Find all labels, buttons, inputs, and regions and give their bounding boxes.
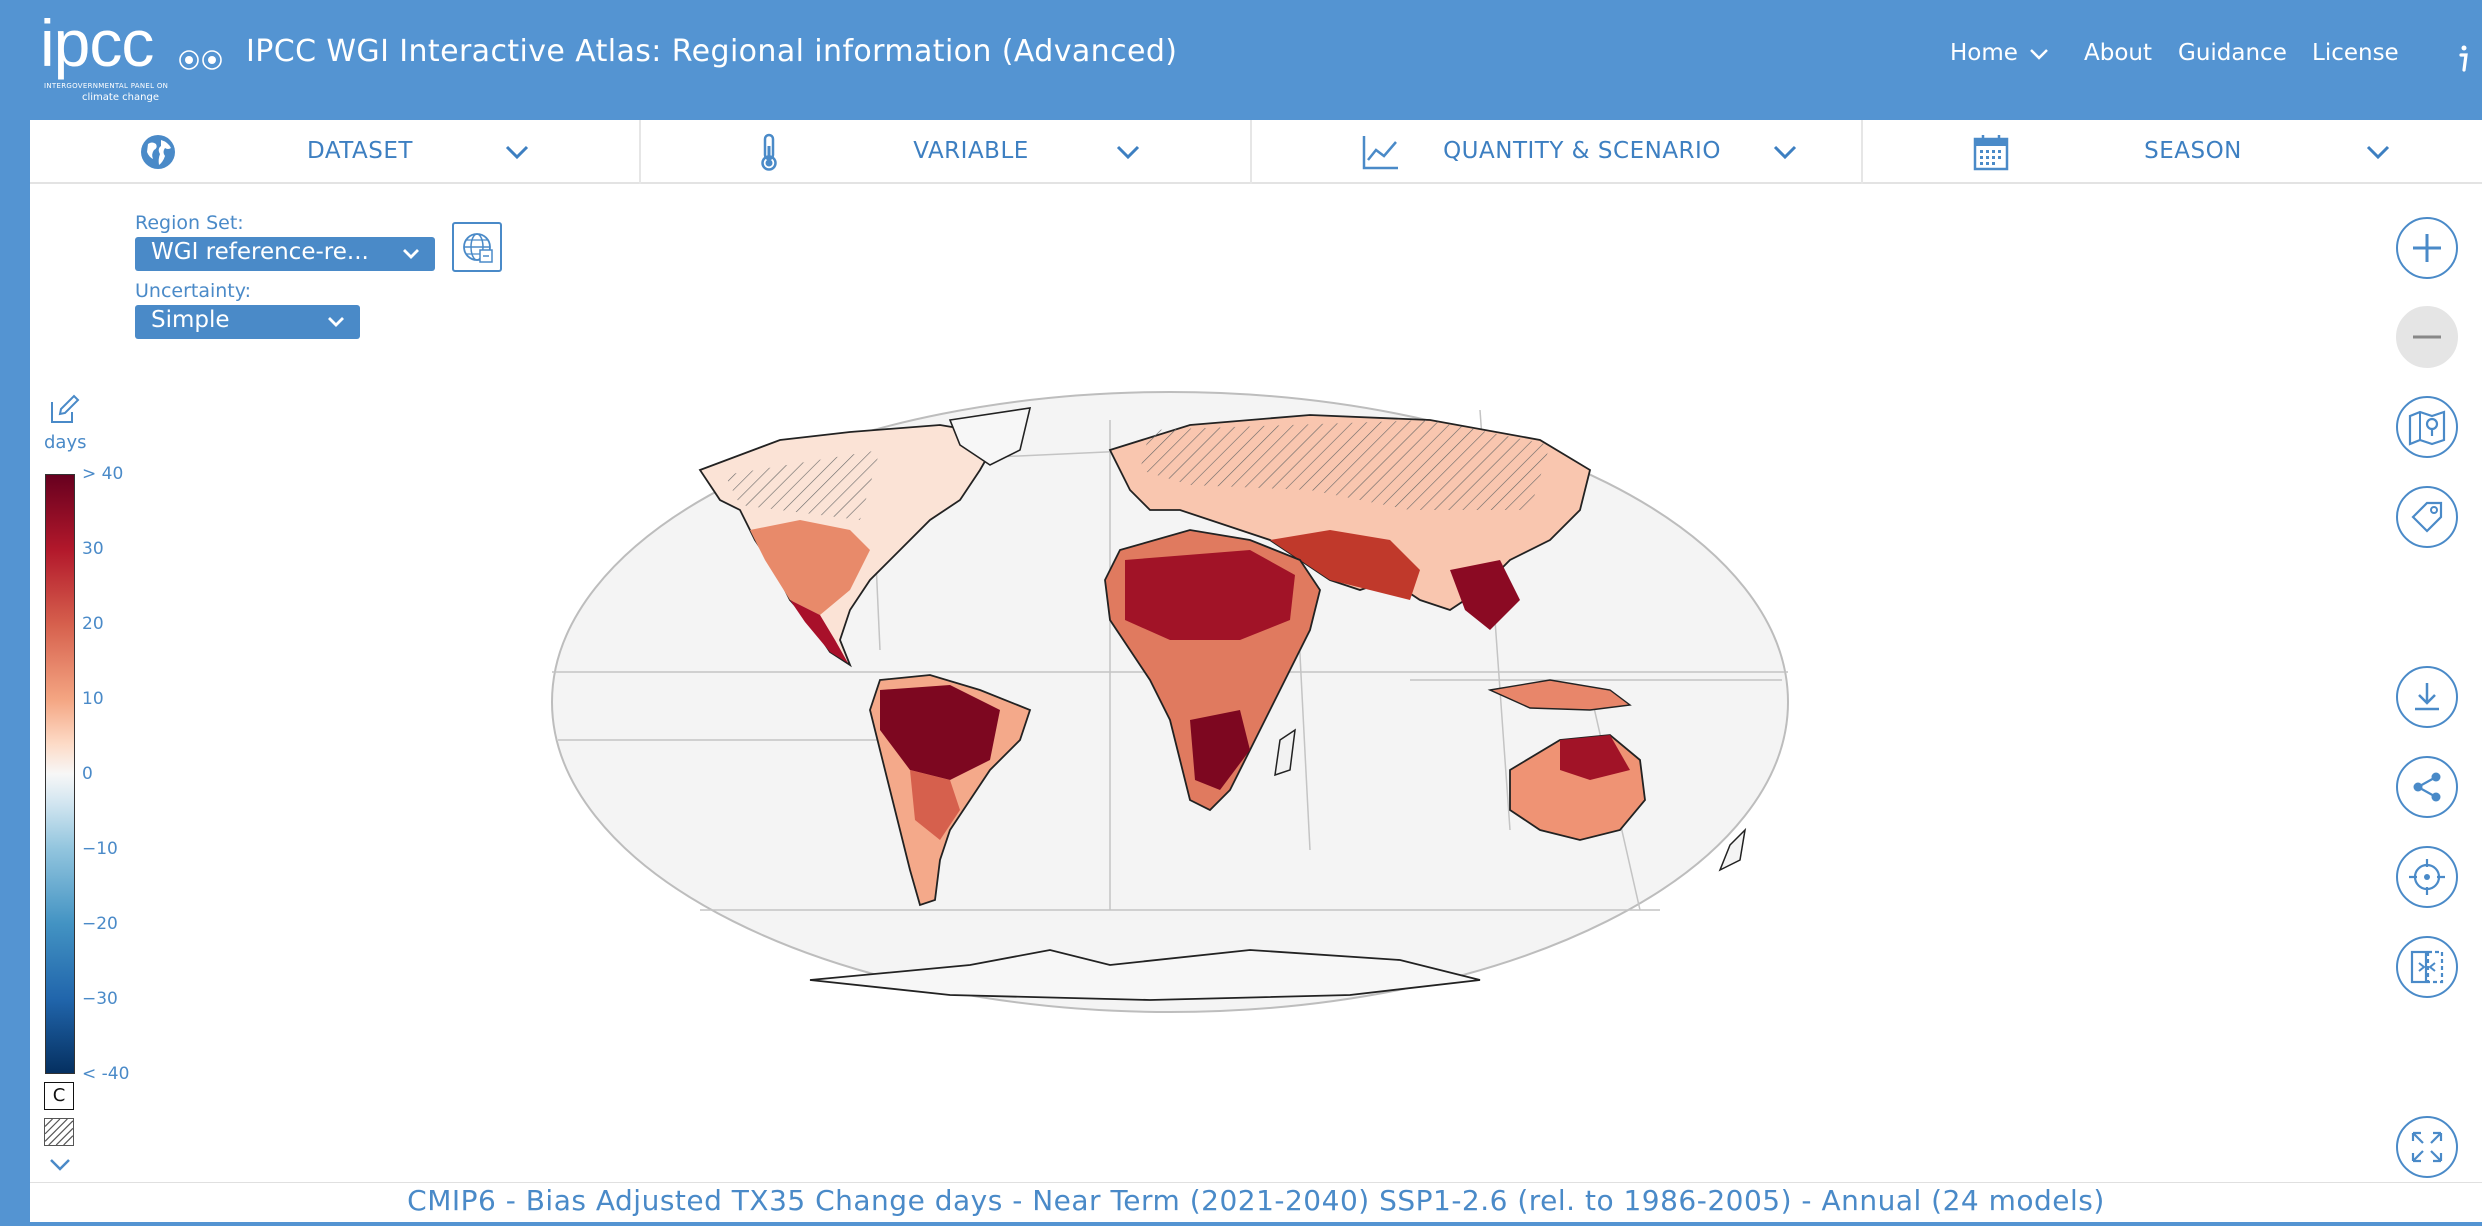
colorbar-tick: < -40 [82, 1064, 130, 1084]
uncertainty-label: Uncertainty: [135, 280, 252, 302]
legend-unit: days [44, 432, 87, 453]
chevron-down-icon [505, 145, 529, 160]
info-icon[interactable] [2456, 44, 2470, 72]
labels-button[interactable] [2396, 486, 2458, 548]
colorbar-tick: 30 [82, 539, 104, 559]
island-madagascar [1274, 728, 1296, 777]
zoom-out-icon [2413, 335, 2441, 339]
continent-antarctica [809, 949, 1481, 1001]
crosshair-icon [2409, 859, 2445, 895]
main-panel: DATASET VARIABLE QUANTITY & SCENARIO [30, 120, 2482, 1222]
nav-guidance[interactable]: Guidance [2178, 40, 2287, 66]
colorbar [45, 474, 75, 1074]
compare-button[interactable] [2396, 936, 2458, 998]
download-icon [2415, 683, 2439, 711]
heat-patch [1560, 735, 1630, 780]
region-set-value: WGI reference-re... [151, 239, 369, 265]
chevron-down-icon[interactable] [48, 1156, 72, 1174]
un-emblems-icon [179, 50, 222, 70]
uncertainty-dropdown[interactable]: Simple [135, 305, 360, 339]
tab-variable[interactable]: VARIABLE [641, 120, 1252, 184]
colorbar-tick: 0 [82, 764, 93, 784]
page-title: IPCC WGI Interactive Atlas: Regional inf… [246, 34, 1178, 69]
heat-patch [1450, 560, 1520, 630]
logo-subtitle-2: climate change [82, 92, 159, 103]
selector-tabs: DATASET VARIABLE QUANTITY & SCENARIO [30, 120, 2482, 184]
chevron-down-icon [1773, 145, 1797, 160]
zoom-in-icon [2413, 234, 2441, 262]
hatch-area [725, 450, 880, 520]
nav-home[interactable]: Home [1950, 40, 2049, 66]
uncertainty-value: Simple [151, 307, 230, 333]
chevron-down-icon [403, 249, 419, 259]
tab-dataset[interactable]: DATASET [30, 120, 641, 184]
colorbar-tick: 20 [82, 614, 104, 634]
heat-patch [750, 520, 870, 615]
tab-quantity-label: QUANTITY & SCENARIO [1443, 138, 1721, 164]
world-map[interactable] [550, 390, 1790, 1014]
chevron-down-icon [2366, 145, 2390, 160]
tab-variable-label: VARIABLE [913, 138, 1029, 164]
zoom-in-button[interactable] [2396, 217, 2458, 279]
thermometer-icon [761, 133, 777, 171]
tab-dataset-label: DATASET [307, 138, 413, 164]
tab-season[interactable]: SEASON [1863, 120, 2474, 184]
colorbar-tick: −10 [82, 839, 118, 859]
hatch-area [1140, 420, 1550, 510]
compare-icon [2410, 950, 2444, 984]
region-globe-button[interactable] [452, 222, 502, 272]
heat-patch [910, 770, 960, 840]
chevron-down-icon [2030, 48, 2049, 60]
region-set-label: Region Set: [135, 212, 244, 234]
continent-greenland [948, 407, 1032, 466]
heat-patch [790, 600, 848, 663]
zoom-out-button[interactable] [2396, 306, 2458, 368]
islands-southeast-asia [1487, 679, 1632, 711]
ipcc-logo[interactable]: ipcc INTERGOVERNMENTAL PANEL ON climate … [40, 8, 230, 103]
nav-home-label: Home [1950, 40, 2018, 66]
legend-c-box[interactable]: C [44, 1082, 74, 1110]
nav-about[interactable]: About [2084, 40, 2153, 66]
line-chart-icon [1362, 136, 1398, 170]
heat-patch [1190, 710, 1250, 790]
chevron-down-icon [328, 317, 344, 327]
globe-icon [141, 135, 175, 169]
heat-patch [880, 685, 1000, 780]
app-header: ipcc INTERGOVERNMENTAL PANEL ON climate … [0, 0, 2482, 120]
footer-divider [30, 1182, 2482, 1183]
share-icon [2413, 772, 2441, 802]
edit-icon[interactable] [48, 394, 80, 426]
fullscreen-button[interactable] [2396, 1116, 2458, 1178]
nav-license[interactable]: License [2312, 40, 2399, 66]
colorbar-tick: −30 [82, 989, 118, 1009]
heat-patch [1125, 550, 1295, 640]
share-button[interactable] [2396, 756, 2458, 818]
calendar-icon [1973, 135, 2009, 171]
fullscreen-icon [2411, 1131, 2443, 1163]
locate-button[interactable] [2396, 846, 2458, 908]
region-set-dropdown[interactable]: WGI reference-re... [135, 237, 435, 271]
island-new-zealand [1718, 827, 1747, 872]
colorbar-tick: −20 [82, 914, 118, 934]
globe-grid-icon [463, 233, 493, 263]
logo-subtitle-1: INTERGOVERNMENTAL PANEL ON [44, 82, 169, 90]
map-caption: CMIP6 - Bias Adjusted TX35 Change days -… [407, 1184, 2105, 1217]
map-layers-button[interactable] [2396, 396, 2458, 458]
heat-patch [1270, 530, 1420, 600]
tag-icon [2411, 501, 2443, 533]
tab-season-label: SEASON [2144, 138, 2242, 164]
chevron-down-icon [1116, 145, 1140, 160]
download-button[interactable] [2396, 666, 2458, 728]
colorbar-tick: > 40 [82, 464, 124, 484]
colorbar-tick: 10 [82, 689, 104, 709]
tab-quantity-scenario[interactable]: QUANTITY & SCENARIO [1252, 120, 1863, 184]
hatch-pattern-icon [44, 1118, 74, 1146]
map-pin-icon [2408, 410, 2446, 446]
logo-text: ipcc [40, 6, 154, 80]
